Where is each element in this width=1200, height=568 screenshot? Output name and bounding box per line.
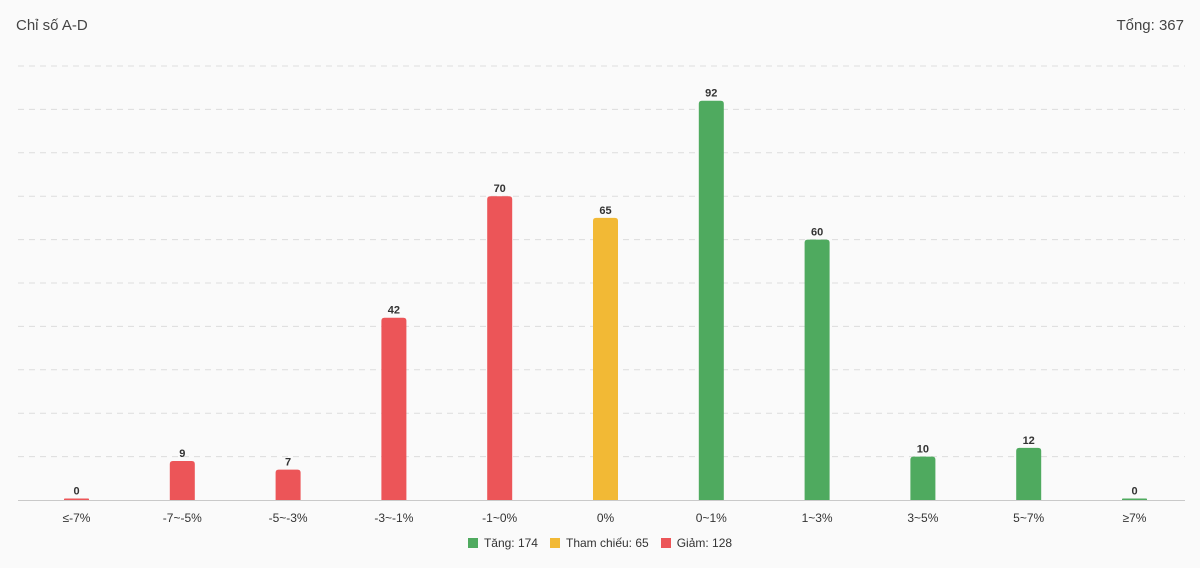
bar[interactable] [487, 196, 513, 500]
bar[interactable] [910, 456, 936, 500]
data-label: 12 [1023, 435, 1035, 447]
x-tick-label: -7~-5% [163, 511, 202, 525]
legend-swatch [467, 538, 478, 548]
data-label: 42 [388, 305, 400, 317]
legend-item[interactable]: Tham chiếu: 65 [549, 536, 649, 550]
legend-item[interactable]: Giảm: 128 [660, 536, 733, 550]
data-label: 10 [917, 444, 929, 456]
data-label: 65 [599, 205, 611, 217]
legend-label: Tham chiếu: 65 [565, 536, 649, 550]
data-label: 0 [1131, 486, 1137, 498]
data-label: 70 [494, 183, 506, 195]
data-labels: 0 9 7 42 70 65 92 60 10 12 0 [73, 88, 1137, 498]
x-tick-label: 0% [597, 511, 615, 525]
bar[interactable] [169, 460, 195, 500]
chart-legend: Tăng: 174 Tham chiếu: 65 Giảm: 128 [0, 536, 1200, 550]
bar[interactable] [698, 100, 724, 500]
bars [64, 100, 1147, 501]
legend-swatch [549, 538, 560, 548]
legend-label: Giảm: 128 [676, 536, 733, 550]
bar[interactable] [275, 469, 301, 500]
legend-label: Tăng: 174 [483, 536, 538, 550]
chart-title: Chỉ số A-D [16, 17, 88, 34]
data-label: 7 [285, 457, 291, 469]
x-tick-label: 3~5% [907, 511, 938, 525]
data-label: 60 [811, 227, 823, 239]
x-tick-label: -5~-3% [269, 511, 308, 525]
bar[interactable] [1016, 447, 1042, 500]
x-tick-label: -1~0% [482, 511, 517, 525]
bar[interactable] [593, 217, 618, 500]
legend-item[interactable]: Tăng: 174 [467, 536, 538, 550]
x-tick-label: ≤-7% [63, 511, 91, 525]
x-tick-labels: ≤-7% -7~-5% -5~-3% -3~-1% -1~0% 0% 0~1% 1~3% 3~5… [63, 511, 1147, 525]
bar[interactable] [381, 317, 407, 500]
legend-swatch [660, 538, 671, 548]
data-label: 9 [179, 448, 185, 460]
bar[interactable] [1122, 498, 1147, 501]
x-tick-label: 1~3% [802, 511, 833, 525]
x-tick-label: 0~1% [696, 511, 727, 525]
total-count: Tổng: 367 [1116, 17, 1184, 34]
data-label: 92 [705, 88, 717, 100]
chart-header: Chỉ số A-D Tổng: 367 [0, 0, 1200, 50]
x-tick-label: 5~7% [1013, 511, 1044, 525]
x-tick-label: -3~-1% [374, 511, 413, 525]
bar[interactable] [64, 498, 89, 501]
x-tick-label: ≥7% [1123, 511, 1147, 525]
data-label: 0 [73, 486, 79, 498]
bar[interactable] [804, 239, 830, 500]
